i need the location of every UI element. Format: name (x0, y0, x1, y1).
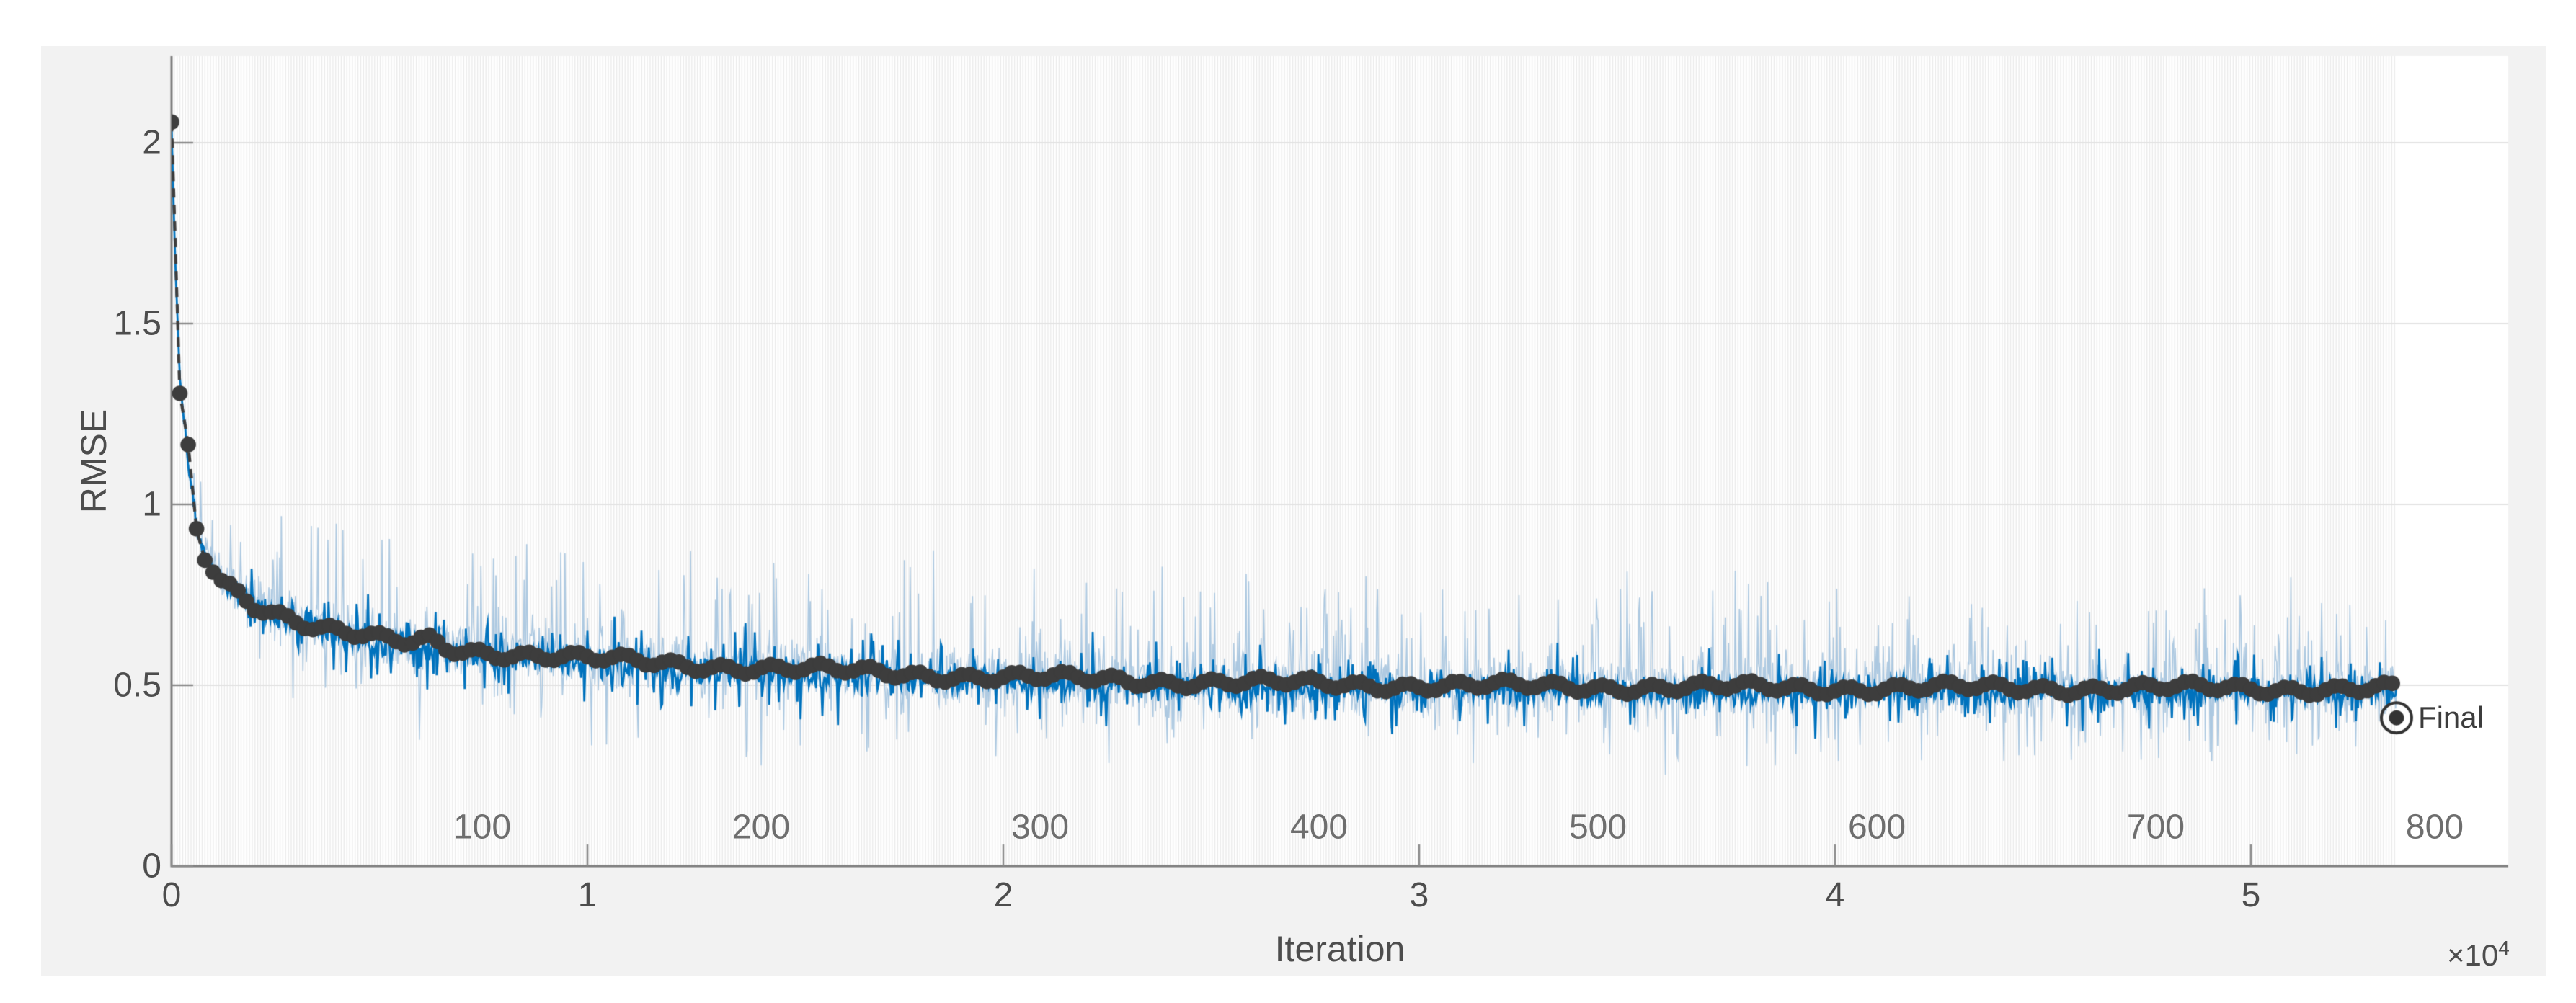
y-tick-label-0: 0 (142, 847, 161, 886)
y-tick-label-0.5: 0.5 (113, 666, 161, 705)
epoch-label-400: 400 (1289, 808, 1349, 847)
x-axis-exponent: ×104 (2447, 937, 2510, 973)
epoch-label-700: 700 (2126, 808, 2185, 847)
x-tick-label-0: 0 (161, 876, 182, 914)
epoch-label-200: 200 (732, 808, 791, 847)
y-tick-label-1: 1 (142, 485, 161, 524)
epoch-label-300: 300 (1011, 808, 1070, 847)
x-tick-label-1: 1 (577, 876, 598, 914)
epoch-label-600: 600 (1847, 808, 1906, 847)
y-tick-label-1.5: 1.5 (113, 304, 161, 343)
epoch-label-800: 800 (2405, 808, 2464, 847)
y-tick-label-2: 2 (142, 123, 161, 162)
epoch-label-100: 100 (453, 808, 512, 847)
x-tick-label-5: 5 (2241, 876, 2261, 914)
x-tick-label-4: 4 (1825, 876, 1845, 914)
exponent-prefix: ×10 (2447, 938, 2499, 972)
x-axis-label: Iteration (1274, 929, 1405, 969)
epoch-label-500: 500 (1568, 808, 1627, 847)
exponent-power: 4 (2498, 937, 2510, 959)
x-tick-label-2: 2 (993, 876, 1013, 914)
final-marker-label: Final (2417, 700, 2484, 735)
x-tick-label-3: 3 (1409, 876, 1429, 914)
